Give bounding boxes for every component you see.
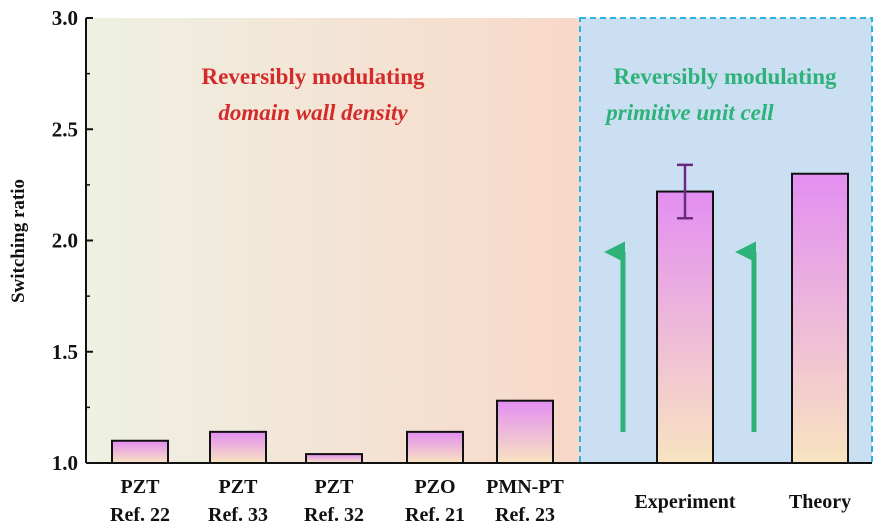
left-annotation-title: Reversibly modulating xyxy=(202,64,425,89)
x-category-label: Ref. 22 xyxy=(110,504,170,526)
x-category-label: Ref. 21 xyxy=(405,504,465,526)
left-annotation-subtitle: domain wall density xyxy=(218,100,408,125)
x-category-label: PZT xyxy=(315,476,355,498)
y-tick-labels: 1.0 1.5 2.0 2.5 3.0 xyxy=(52,6,93,475)
y-axis-label: Switching ratio xyxy=(8,179,29,303)
y-tick-label: 2.0 xyxy=(52,229,78,253)
errorbar-layer xyxy=(677,163,693,220)
y-tick-label: 1.5 xyxy=(52,340,78,364)
error-bar-5 xyxy=(677,163,693,220)
bar-theory xyxy=(791,172,849,464)
right-annotation-title: Reversibly modulating xyxy=(614,64,837,89)
x-category-label: Ref. 23 xyxy=(495,504,555,526)
x-category-label: PZO xyxy=(414,476,455,498)
bar-pzt-ref-22 xyxy=(111,439,169,464)
arrows-layer xyxy=(604,241,757,432)
x-category-label: PZT xyxy=(219,476,259,498)
bar-pzt-ref-33 xyxy=(209,430,267,465)
x-category-labels: PZT Ref. 22 PZT Ref. 33 PZT Ref. 32 PZO Ref. 21… xyxy=(110,476,851,526)
x-category-label: PZT xyxy=(121,476,161,498)
x-category-label: Theory xyxy=(789,491,851,513)
bars-layer xyxy=(111,172,849,465)
y-tick-label: 1.0 xyxy=(52,451,78,475)
left-region-background xyxy=(86,18,580,463)
bar-pzt-ref-32 xyxy=(305,453,363,465)
bar-pmn-pt-ref-23 xyxy=(496,399,554,465)
y-tick-label: 2.5 xyxy=(52,117,78,141)
x-category-label: Experiment xyxy=(634,491,735,513)
x-category-label: Ref. 32 xyxy=(304,504,364,526)
right-annotation-subtitle: primitive unit cell xyxy=(604,100,774,125)
bar-pzo-ref-21 xyxy=(406,430,464,465)
x-category-label: Ref. 33 xyxy=(208,504,268,526)
y-tick-label: 3.0 xyxy=(52,6,78,30)
bar-experiment xyxy=(656,190,714,465)
x-category-label: PMN-PT xyxy=(486,476,564,498)
